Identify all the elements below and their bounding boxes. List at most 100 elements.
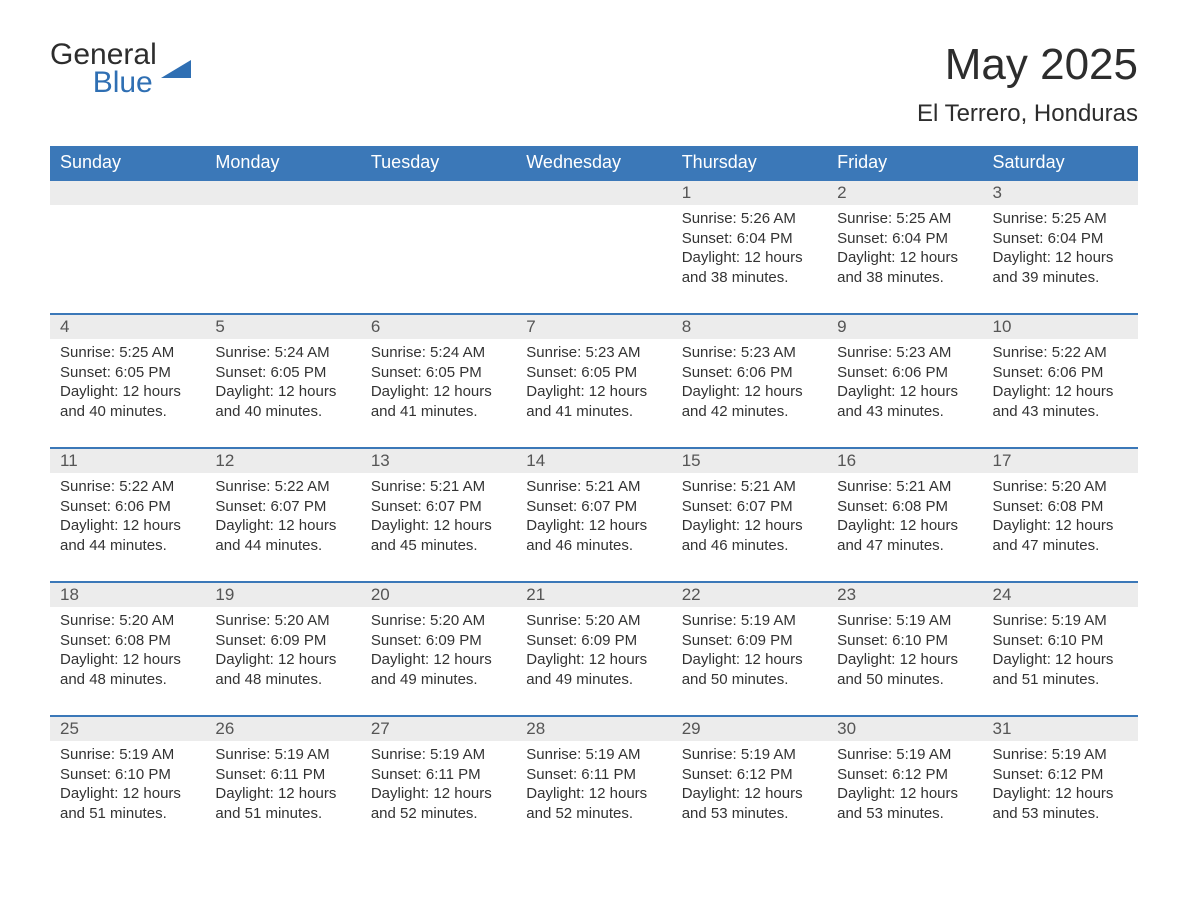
day-cell	[205, 180, 360, 314]
sunrise-text: Sunrise: 5:19 AM	[215, 745, 350, 765]
day-content: Sunrise: 5:19 AMSunset: 6:10 PMDaylight:…	[983, 607, 1138, 715]
daylight-text: Daylight: 12 hours and 38 minutes.	[837, 248, 972, 287]
day-number: 19	[205, 583, 360, 607]
day-content: Sunrise: 5:25 AMSunset: 6:05 PMDaylight:…	[50, 339, 205, 447]
daylight-text: Daylight: 12 hours and 50 minutes.	[682, 650, 817, 689]
day-cell: 30Sunrise: 5:19 AMSunset: 6:12 PMDayligh…	[827, 716, 982, 849]
day-number: 28	[516, 717, 671, 741]
sunrise-text: Sunrise: 5:21 AM	[371, 477, 506, 497]
day-content: Sunrise: 5:23 AMSunset: 6:05 PMDaylight:…	[516, 339, 671, 447]
day-cell: 16Sunrise: 5:21 AMSunset: 6:08 PMDayligh…	[827, 448, 982, 582]
day-cell	[361, 180, 516, 314]
dayhead-wednesday: Wednesday	[516, 146, 671, 180]
sunset-text: Sunset: 6:08 PM	[60, 631, 195, 651]
daylight-text: Daylight: 12 hours and 39 minutes.	[993, 248, 1128, 287]
day-number: 9	[827, 315, 982, 339]
day-content: Sunrise: 5:20 AMSunset: 6:09 PMDaylight:…	[361, 607, 516, 715]
daylight-text: Daylight: 12 hours and 43 minutes.	[993, 382, 1128, 421]
daylight-text: Daylight: 12 hours and 40 minutes.	[60, 382, 195, 421]
day-content: Sunrise: 5:19 AMSunset: 6:12 PMDaylight:…	[827, 741, 982, 849]
sunrise-text: Sunrise: 5:24 AM	[215, 343, 350, 363]
week-row: 4Sunrise: 5:25 AMSunset: 6:05 PMDaylight…	[50, 314, 1138, 448]
daylight-text: Daylight: 12 hours and 49 minutes.	[526, 650, 661, 689]
sunrise-text: Sunrise: 5:20 AM	[371, 611, 506, 631]
sunrise-text: Sunrise: 5:23 AM	[682, 343, 817, 363]
day-number	[50, 181, 205, 205]
day-cell: 3Sunrise: 5:25 AMSunset: 6:04 PMDaylight…	[983, 180, 1138, 314]
week-row: 18Sunrise: 5:20 AMSunset: 6:08 PMDayligh…	[50, 582, 1138, 716]
sunrise-text: Sunrise: 5:22 AM	[215, 477, 350, 497]
day-content: Sunrise: 5:19 AMSunset: 6:12 PMDaylight:…	[983, 741, 1138, 849]
sunset-text: Sunset: 6:09 PM	[215, 631, 350, 651]
day-number: 3	[983, 181, 1138, 205]
day-number: 25	[50, 717, 205, 741]
day-content: Sunrise: 5:21 AMSunset: 6:07 PMDaylight:…	[361, 473, 516, 581]
day-content: Sunrise: 5:19 AMSunset: 6:10 PMDaylight:…	[50, 741, 205, 849]
daylight-text: Daylight: 12 hours and 42 minutes.	[682, 382, 817, 421]
day-content: Sunrise: 5:19 AMSunset: 6:12 PMDaylight:…	[672, 741, 827, 849]
month-title: May 2025	[917, 40, 1138, 90]
daylight-text: Daylight: 12 hours and 53 minutes.	[682, 784, 817, 823]
dayhead-saturday: Saturday	[983, 146, 1138, 180]
day-content: Sunrise: 5:25 AMSunset: 6:04 PMDaylight:…	[827, 205, 982, 313]
day-cell: 28Sunrise: 5:19 AMSunset: 6:11 PMDayligh…	[516, 716, 671, 849]
sunset-text: Sunset: 6:09 PM	[371, 631, 506, 651]
day-number: 20	[361, 583, 516, 607]
day-content: Sunrise: 5:25 AMSunset: 6:04 PMDaylight:…	[983, 205, 1138, 313]
day-content: Sunrise: 5:24 AMSunset: 6:05 PMDaylight:…	[205, 339, 360, 447]
brand-logo: General Blue	[50, 40, 191, 98]
sunrise-text: Sunrise: 5:23 AM	[837, 343, 972, 363]
sunset-text: Sunset: 6:06 PM	[837, 363, 972, 383]
dayhead-sunday: Sunday	[50, 146, 205, 180]
day-number: 26	[205, 717, 360, 741]
sunrise-text: Sunrise: 5:25 AM	[60, 343, 195, 363]
daylight-text: Daylight: 12 hours and 51 minutes.	[215, 784, 350, 823]
day-number: 10	[983, 315, 1138, 339]
day-content: Sunrise: 5:19 AMSunset: 6:11 PMDaylight:…	[516, 741, 671, 849]
sunset-text: Sunset: 6:11 PM	[371, 765, 506, 785]
sunrise-text: Sunrise: 5:24 AM	[371, 343, 506, 363]
day-cell: 26Sunrise: 5:19 AMSunset: 6:11 PMDayligh…	[205, 716, 360, 849]
sunset-text: Sunset: 6:06 PM	[60, 497, 195, 517]
day-content: Sunrise: 5:24 AMSunset: 6:05 PMDaylight:…	[361, 339, 516, 447]
day-number: 7	[516, 315, 671, 339]
day-content: Sunrise: 5:20 AMSunset: 6:09 PMDaylight:…	[205, 607, 360, 715]
day-number: 5	[205, 315, 360, 339]
day-number: 21	[516, 583, 671, 607]
sunrise-text: Sunrise: 5:21 AM	[526, 477, 661, 497]
day-number	[361, 181, 516, 205]
sunrise-text: Sunrise: 5:26 AM	[682, 209, 817, 229]
day-cell: 21Sunrise: 5:20 AMSunset: 6:09 PMDayligh…	[516, 582, 671, 716]
day-content: Sunrise: 5:19 AMSunset: 6:11 PMDaylight:…	[205, 741, 360, 849]
day-number: 27	[361, 717, 516, 741]
daylight-text: Daylight: 12 hours and 40 minutes.	[215, 382, 350, 421]
day-header-row: Sunday Monday Tuesday Wednesday Thursday…	[50, 146, 1138, 180]
sunrise-text: Sunrise: 5:19 AM	[682, 611, 817, 631]
day-content	[516, 205, 671, 311]
daylight-text: Daylight: 12 hours and 53 minutes.	[993, 784, 1128, 823]
dayhead-tuesday: Tuesday	[361, 146, 516, 180]
sunrise-text: Sunrise: 5:19 AM	[993, 611, 1128, 631]
sunrise-text: Sunrise: 5:20 AM	[215, 611, 350, 631]
brand-triangle-icon	[161, 60, 191, 82]
daylight-text: Daylight: 12 hours and 44 minutes.	[60, 516, 195, 555]
day-number: 15	[672, 449, 827, 473]
sunrise-text: Sunrise: 5:22 AM	[993, 343, 1128, 363]
sunset-text: Sunset: 6:12 PM	[993, 765, 1128, 785]
day-cell: 14Sunrise: 5:21 AMSunset: 6:07 PMDayligh…	[516, 448, 671, 582]
day-cell: 19Sunrise: 5:20 AMSunset: 6:09 PMDayligh…	[205, 582, 360, 716]
day-cell: 5Sunrise: 5:24 AMSunset: 6:05 PMDaylight…	[205, 314, 360, 448]
dayhead-thursday: Thursday	[672, 146, 827, 180]
day-number: 29	[672, 717, 827, 741]
day-content: Sunrise: 5:19 AMSunset: 6:10 PMDaylight:…	[827, 607, 982, 715]
sunset-text: Sunset: 6:12 PM	[837, 765, 972, 785]
day-cell	[516, 180, 671, 314]
day-content: Sunrise: 5:23 AMSunset: 6:06 PMDaylight:…	[827, 339, 982, 447]
sunset-text: Sunset: 6:10 PM	[993, 631, 1128, 651]
day-content	[205, 205, 360, 311]
title-block: May 2025 El Terrero, Honduras	[917, 40, 1138, 140]
day-content	[361, 205, 516, 311]
calendar-body: 1Sunrise: 5:26 AMSunset: 6:04 PMDaylight…	[50, 180, 1138, 849]
day-cell: 15Sunrise: 5:21 AMSunset: 6:07 PMDayligh…	[672, 448, 827, 582]
day-cell: 13Sunrise: 5:21 AMSunset: 6:07 PMDayligh…	[361, 448, 516, 582]
